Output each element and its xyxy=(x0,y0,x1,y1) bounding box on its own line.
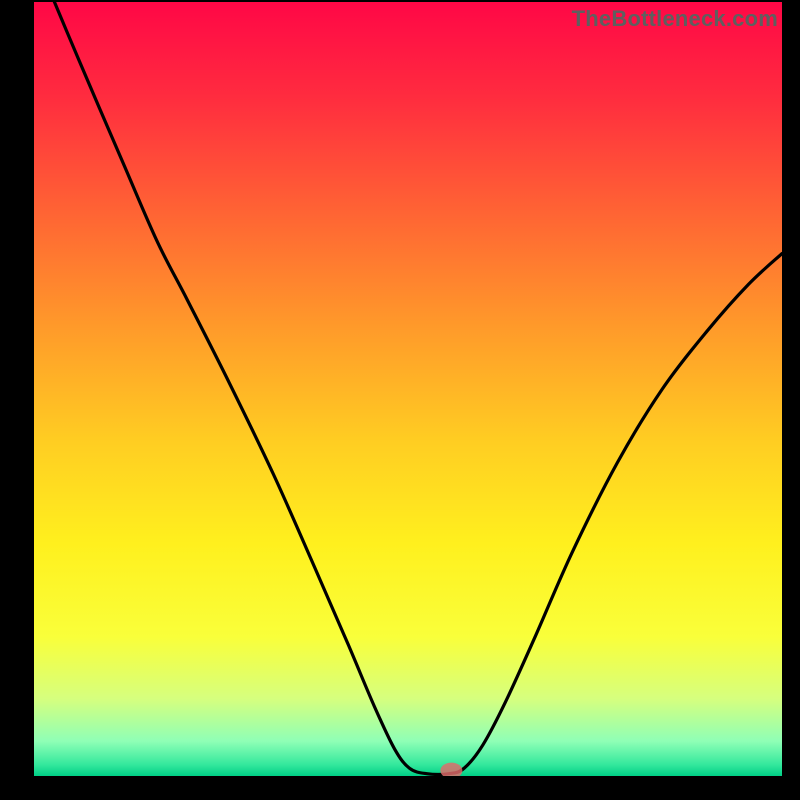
plot-background-gradient xyxy=(34,2,782,776)
chart-root: TheBottleneck.com xyxy=(0,0,800,800)
plot-area xyxy=(34,2,782,776)
watermark-text: TheBottleneck.com xyxy=(572,6,778,32)
